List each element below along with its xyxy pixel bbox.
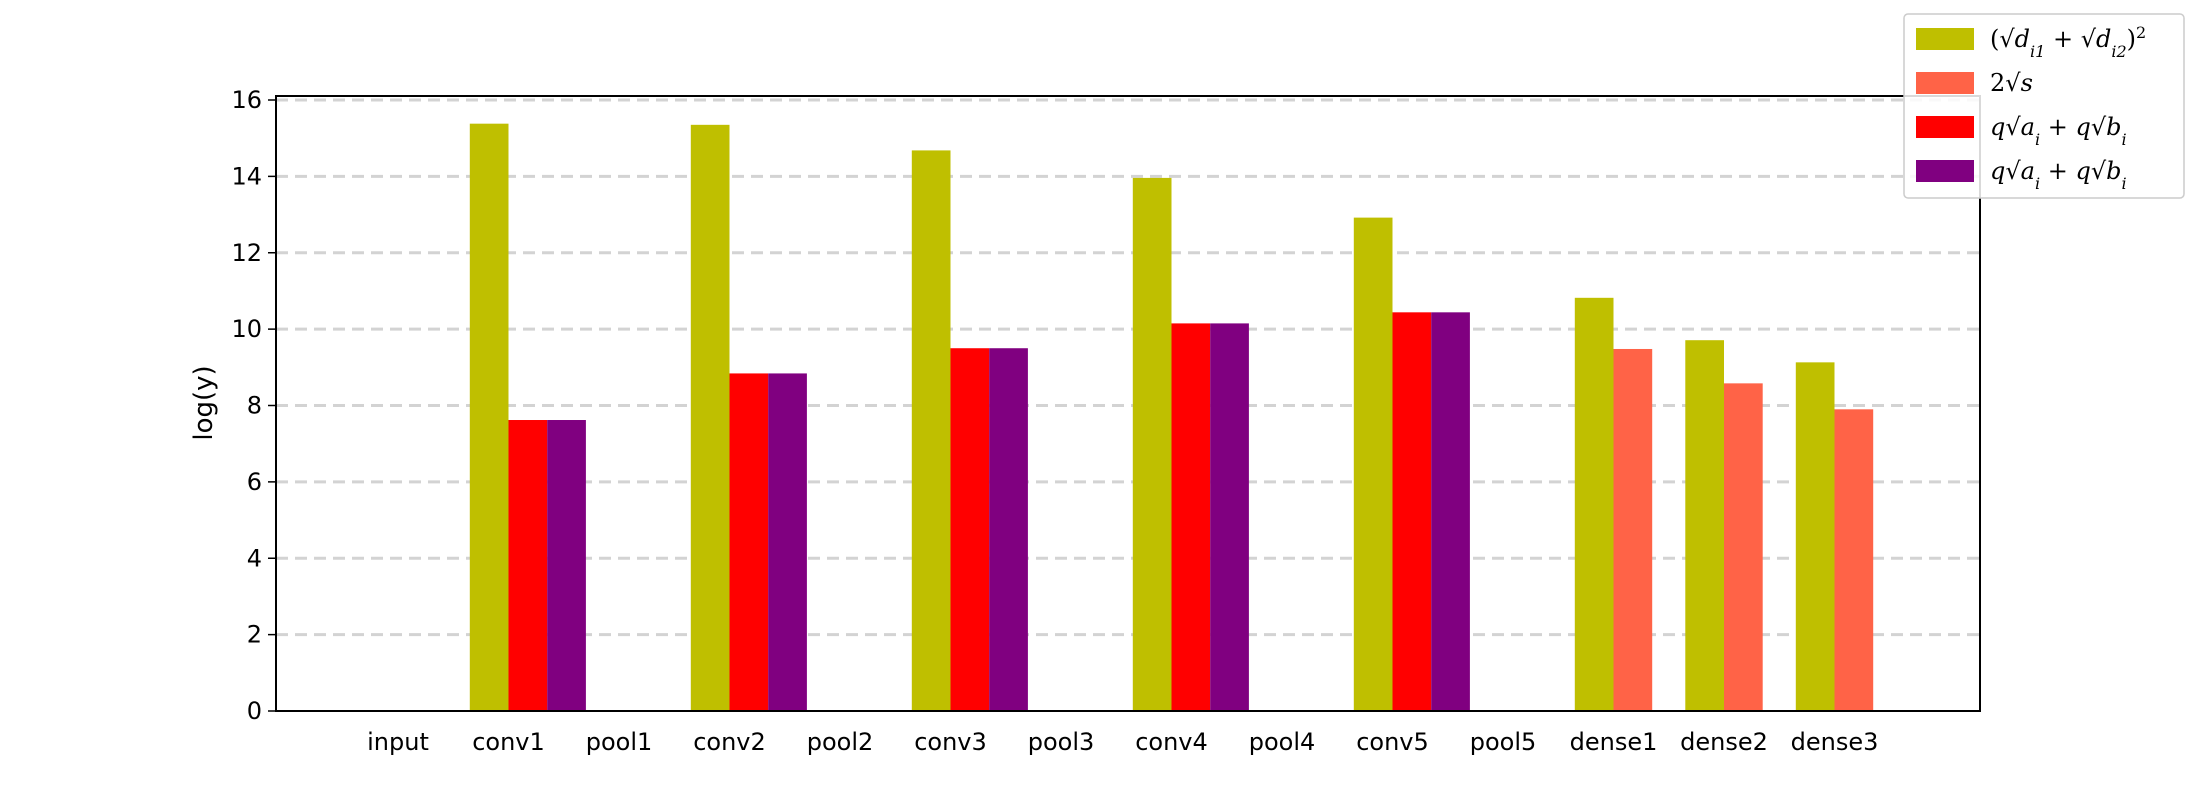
bar-conv3-series-3 (989, 348, 1028, 711)
x-tick-label: conv2 (693, 728, 766, 756)
bar-conv2-series-2 (729, 373, 769, 711)
y-tick-label: 2 (247, 621, 262, 649)
y-tick-label: 0 (247, 697, 262, 725)
legend-label: (√di1 + √di2)2 (1990, 23, 2146, 61)
bar-dense1-series-0 (1574, 297, 1614, 711)
x-tick-label: dense2 (1680, 728, 1768, 756)
x-tick-label: pool5 (1470, 728, 1537, 756)
x-axis: input conv1 pool1 conv2 pool2 conv3 pool3 conv4… (367, 728, 1878, 756)
y-tick-label: 8 (247, 392, 262, 420)
y-axis: 0 2 4 6 8 10 12 14 16 (231, 86, 276, 725)
legend-swatch (1916, 116, 1974, 138)
legend-swatch (1916, 72, 1974, 94)
y-axis-label: log(y) (189, 365, 219, 440)
bar-conv5-series-0 (1353, 217, 1393, 711)
x-tick-label: conv5 (1356, 728, 1429, 756)
bar-conv4-series-0 (1132, 177, 1172, 712)
y-tick-label: 6 (247, 468, 262, 496)
bar-dense2-series-1 (1724, 383, 1763, 711)
plot-frame (275, 95, 1981, 712)
legend-label: q√ai + q√bi (1990, 113, 2127, 149)
legend-swatch (1916, 160, 1974, 182)
y-tick-label: 14 (231, 162, 262, 190)
x-tick-label: pool4 (1249, 728, 1316, 756)
x-tick-label: dense3 (1791, 728, 1879, 756)
bar-dense3-series-0 (1795, 362, 1835, 711)
bar-conv2-series-3 (768, 373, 807, 711)
bar-dense1-series-1 (1613, 348, 1653, 711)
bar-conv4-series-3 (1210, 323, 1249, 711)
y-tick-label: 12 (231, 239, 262, 267)
legend: (√di1 + √di2)2 2√s q√ai + q√bi q√ai + q√bi (1903, 13, 2185, 199)
legend-label: q√ai + q√bi (1990, 157, 2127, 193)
bar-conv5-series-2 (1392, 312, 1432, 711)
bar-dense2-series-0 (1685, 340, 1724, 711)
x-tick-label: pool3 (1028, 728, 1095, 756)
legend-label: 2√s (1990, 69, 2033, 97)
legend-frame (1903, 13, 2185, 199)
bar-conv1-series-0 (469, 123, 509, 711)
bar-conv2-series-0 (690, 124, 730, 711)
bar-conv3-series-0 (911, 150, 951, 712)
x-tick-label: input (367, 728, 429, 756)
x-tick-label: conv1 (472, 728, 545, 756)
x-tick-label: pool2 (807, 728, 874, 756)
y-tick-label: 4 (247, 544, 262, 572)
bar-conv1-series-3 (547, 420, 586, 711)
x-tick-label: conv3 (914, 728, 987, 756)
legend-swatch (1916, 28, 1974, 50)
x-tick-label: conv4 (1135, 728, 1208, 756)
bar-conv3-series-2 (950, 348, 990, 711)
bar-conv4-series-2 (1171, 323, 1211, 711)
x-tick-label: dense1 (1570, 728, 1658, 756)
y-tick-label: 10 (231, 315, 262, 343)
bar-conv5-series-3 (1431, 312, 1470, 711)
y-tick-label: 16 (231, 86, 262, 114)
bars (469, 123, 1874, 712)
bar-dense3-series-1 (1834, 409, 1874, 711)
bar-conv1-series-2 (508, 420, 548, 711)
x-tick-label: pool1 (586, 728, 653, 756)
